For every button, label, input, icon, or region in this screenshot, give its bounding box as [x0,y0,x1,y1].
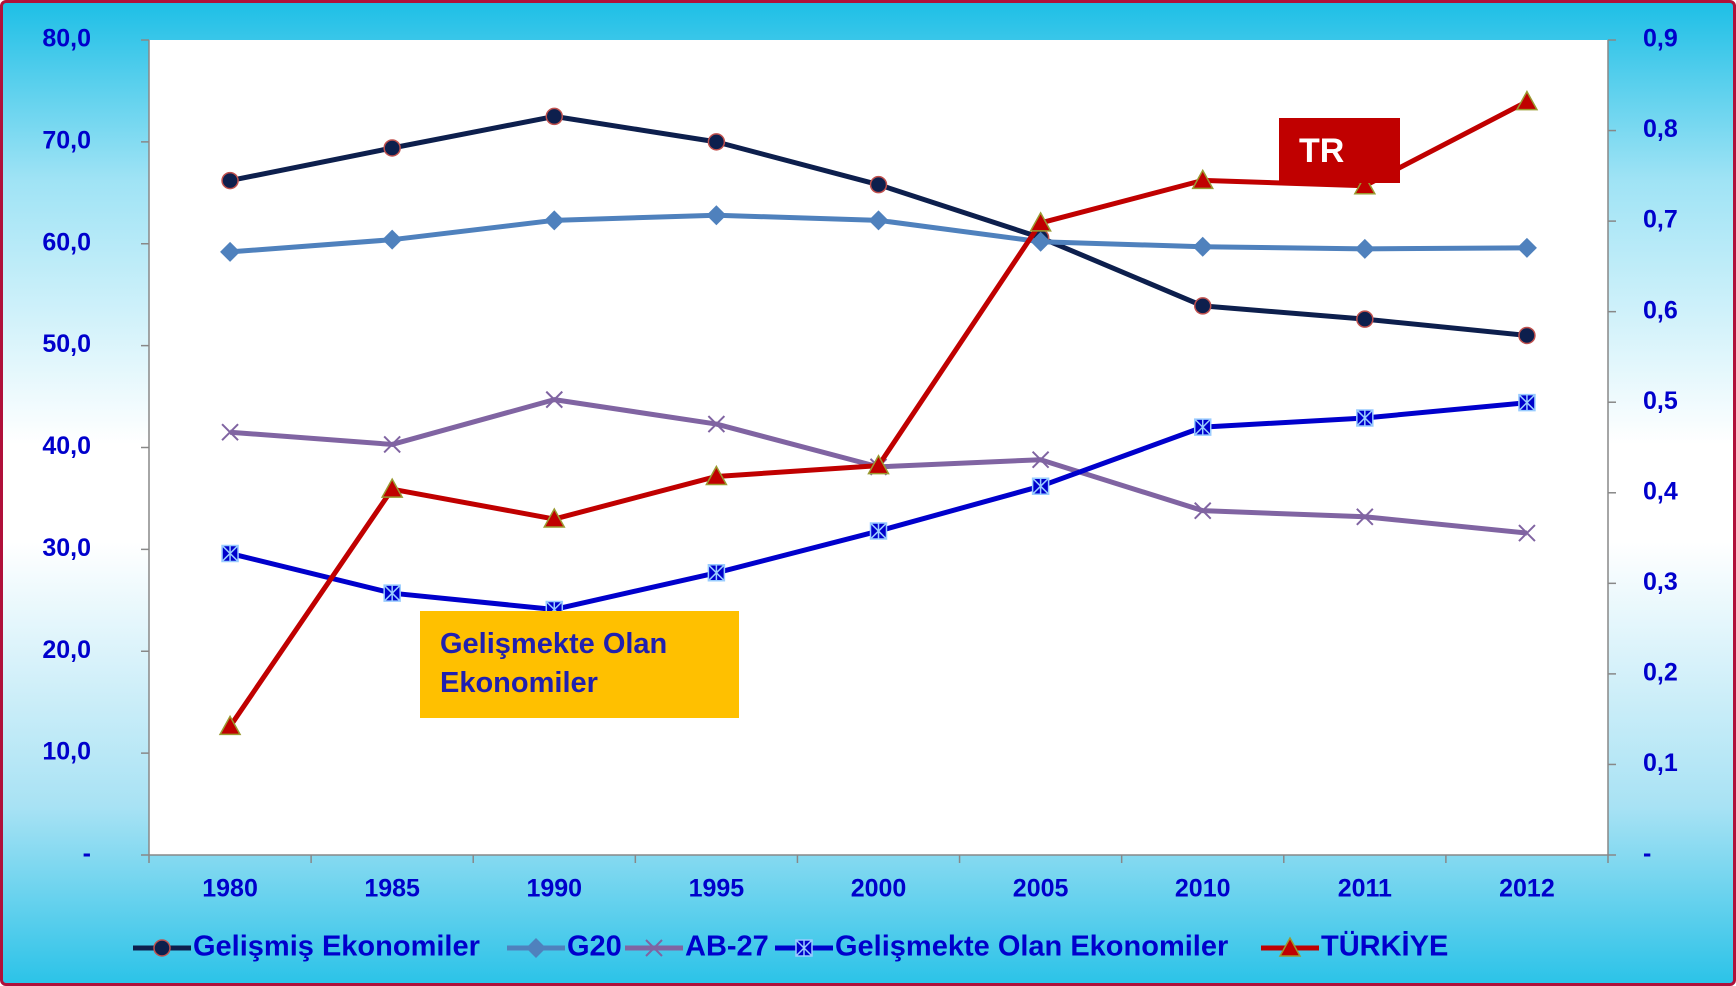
legend-marker [645,939,663,957]
marker [545,107,564,126]
legend-label: AB-27 [685,931,769,963]
y2-tick-label: 0,4 [1643,477,1678,505]
y-tick-label: 10,0 [42,738,91,766]
marker [706,205,727,226]
marker [1356,508,1374,526]
marker [1029,211,1052,232]
y2-tick-label: 0,8 [1643,115,1678,143]
marker [544,210,565,231]
y2-tick-label: 0,5 [1643,387,1678,415]
marker [1030,231,1051,252]
x-tick-label: 1990 [526,875,582,903]
marker [868,210,889,231]
marker [1191,168,1214,190]
marker [383,584,401,602]
marker [1516,237,1537,258]
y-tick-label: 20,0 [42,636,91,664]
marker [1356,310,1374,328]
legend-marker [153,939,171,957]
x-tick-label: 2005 [1013,875,1069,903]
x-tick-label: 2000 [851,875,907,903]
marker [383,435,401,454]
y-tick-label: 60,0 [42,228,91,256]
marker [1356,409,1374,427]
y-tick-label: 70,0 [42,126,91,154]
marker [1031,451,1050,469]
marker [543,507,566,528]
y-tick-label: 80,0 [42,25,91,53]
x-tick-label: 2011 [1338,875,1392,903]
marker [707,133,726,151]
marker [221,171,239,190]
marker [383,139,401,157]
marker [221,423,239,441]
y-tick-label: 40,0 [42,432,91,460]
y2-tick-label: - [1643,840,1651,868]
marker [380,477,404,498]
marker [1192,236,1213,257]
y2-tick-label: 0,9 [1643,25,1678,53]
marker [1031,477,1050,495]
marker [1354,238,1375,259]
marker [1193,297,1212,315]
y-tick-label: 30,0 [42,534,91,562]
legend-label: TÜRKİYE [1321,930,1448,963]
y2-tick-label: 0,3 [1643,568,1678,596]
y-tick-label: - [83,840,91,868]
marker [707,415,726,433]
marker [1353,174,1377,195]
x-tick-label: 1980 [202,875,258,903]
marker [220,241,241,262]
legend-label: Gelişmiş Ekonomiler [193,931,480,963]
marker [221,544,239,563]
legend-marker [526,938,546,958]
marker [705,464,728,486]
x-tick-label: 1985 [364,875,420,903]
marker [1193,418,1212,436]
x-tick-label: 2010 [1175,875,1231,903]
y2-tick-label: 0,2 [1643,658,1678,686]
x-tick-label: 1995 [689,875,745,903]
y2-tick-label: 0,1 [1643,749,1678,777]
x-tick-label: 2012 [1499,875,1555,903]
y2-tick-label: 0,6 [1643,296,1678,324]
legend-marker [1278,936,1302,957]
legend-marker [795,939,813,957]
marker [218,714,242,736]
marker [1518,393,1536,412]
legend-label: G20 [567,931,622,963]
marker [545,390,563,409]
annotation: Gelişmekte Olan Ekonomiler [420,611,739,718]
marker [1518,524,1536,542]
marker [1515,90,1539,111]
marker [1194,501,1212,520]
marker [867,454,890,475]
chart: - 10,0 20,0 30,0 40,0 50,0 60,0 70,0 80,0 - 0,1 0,2… [42,25,1678,963]
marker [869,522,888,540]
marker [1518,326,1536,345]
marker [707,564,726,582]
y-tick-label: 50,0 [42,330,91,358]
marker [869,175,888,194]
legend-label: Gelişmekte Olan Ekonomiler [835,931,1228,963]
y2-tick-label: 0,7 [1643,206,1678,234]
marker [382,229,403,250]
annotation: TR [1279,118,1400,183]
